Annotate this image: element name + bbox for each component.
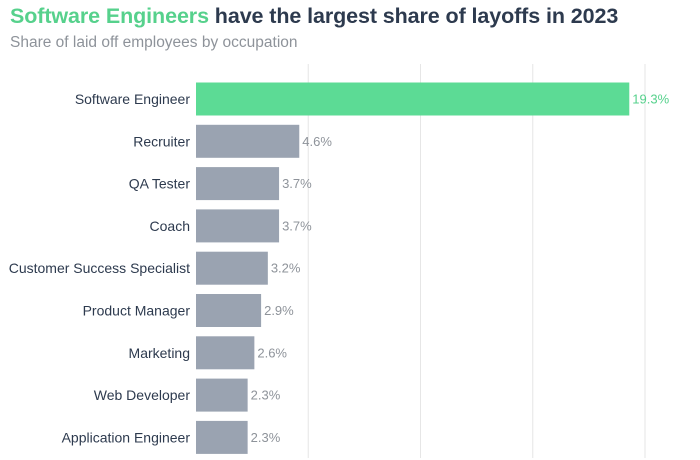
value-label: 2.6% <box>257 345 287 360</box>
title-highlight: Software Engineers <box>10 4 209 28</box>
value-labels: 19.3% 4.6% 3.7% 3.7% 3.2% 2.9% 2.6% 2.3% 2.3% <box>251 92 670 445</box>
chart-title: Software Engineers have the largest shar… <box>10 4 618 29</box>
bars <box>196 82 630 454</box>
bar-software-engineer <box>196 82 630 116</box>
bar-customer-success-specialist <box>196 251 268 285</box>
category-label: Coach <box>150 218 190 234</box>
chart-subtitle: Share of laid off employees by occupatio… <box>10 34 298 51</box>
value-label: 2.3% <box>251 388 281 403</box>
bar-coach <box>196 209 280 243</box>
category-labels: Software Engineer Recruiter QA Tester Coach… <box>9 91 191 445</box>
value-label: 3.2% <box>271 261 301 276</box>
bar-application-engineer <box>196 420 248 454</box>
value-label: 19.3% <box>632 92 669 107</box>
value-label: 2.3% <box>251 430 281 445</box>
grid-lines <box>307 64 646 458</box>
bar-qa-tester <box>196 167 280 201</box>
title-rest: have the largest share of layoffs in 202… <box>208 4 619 28</box>
category-label: Recruiter <box>133 133 190 149</box>
category-label: Customer Success Specialist <box>9 260 190 276</box>
value-label: 2.9% <box>264 303 294 318</box>
value-label: 3.7% <box>282 218 312 233</box>
category-label: Product Manager <box>83 303 191 319</box>
bar-recruiter <box>196 124 300 158</box>
category-label: Software Engineer <box>75 91 191 107</box>
category-label: QA Tester <box>129 176 191 192</box>
category-label: Marketing <box>129 345 190 361</box>
bar-marketing <box>196 336 255 370</box>
bar-web-developer <box>196 378 248 412</box>
value-label: 4.6% <box>302 134 332 149</box>
category-label: Web Developer <box>94 387 191 403</box>
value-label: 3.7% <box>282 176 312 191</box>
category-label: Application Engineer <box>62 429 191 445</box>
bar-product-manager <box>196 294 262 327</box>
